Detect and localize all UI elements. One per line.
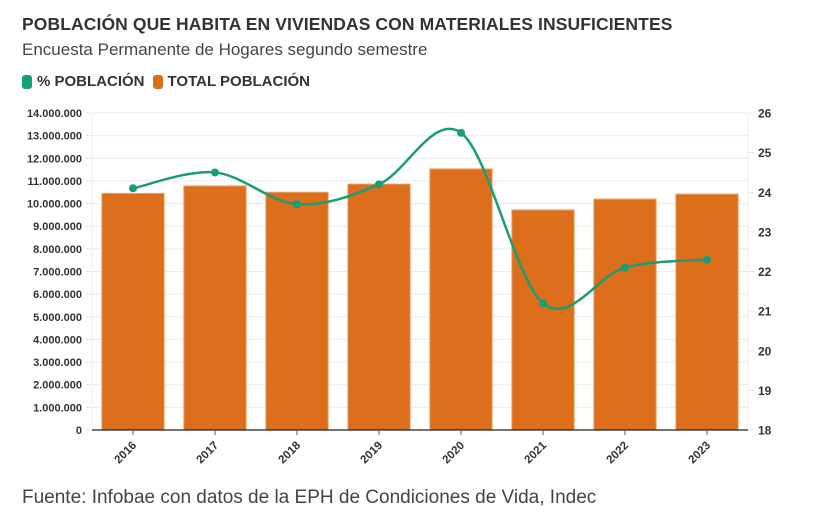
y-right-tick-label: 25 <box>758 146 772 160</box>
y-right-tick-label: 18 <box>758 424 772 438</box>
legend-label: % POBLACIÓN <box>37 73 145 90</box>
y-right-tick-label: 22 <box>758 265 772 279</box>
x-tick-label: 2019 <box>359 440 386 467</box>
bar-2016[interactable] <box>101 192 165 431</box>
y-left-tick-label: 10.000.000 <box>27 199 82 211</box>
source-note: Fuente: Infobae con datos de la EPH de C… <box>22 487 597 508</box>
chart-subtitle: Encuesta Permanente de Hogares segundo s… <box>22 40 428 59</box>
x-tick-label: 2017 <box>195 440 222 467</box>
bar-2020[interactable] <box>429 168 493 431</box>
x-tick-label: 2018 <box>277 439 304 466</box>
x-tick-label: 2022 <box>605 440 632 467</box>
y-left-tick-label: 11.000.000 <box>28 176 82 188</box>
point-2017[interactable] <box>211 168 219 177</box>
x-tick-label: 2016 <box>113 440 140 467</box>
bar-2019[interactable] <box>347 183 411 431</box>
x-axis: 2016 2017 2018 2019 2020 2021 2022 2023 <box>92 429 748 467</box>
bar-2023[interactable] <box>675 193 739 431</box>
bar-series <box>101 168 739 431</box>
point-2023[interactable] <box>703 255 711 264</box>
x-tick-label: 2023 <box>687 440 714 467</box>
bar-2018[interactable] <box>265 191 329 431</box>
y-right-tick-label: 26 <box>758 107 772 121</box>
point-2016[interactable] <box>129 184 137 193</box>
y-left-tick-label: 5.000.000 <box>33 312 82 324</box>
y-right-tick-label: 19 <box>758 384 772 398</box>
y-axis-right: 18 19 20 21 22 23 24 25 26 <box>749 107 772 438</box>
y-right-tick-label: 20 <box>758 344 772 358</box>
y-right-tick-label: 24 <box>758 186 772 200</box>
legend-swatch-pct <box>22 74 32 89</box>
y-left-tick-label: 1.000.000 <box>33 402 82 414</box>
y-right-tick-label: 21 <box>758 305 772 319</box>
chart-title: POBLACIÓN QUE HABITA EN VIVIENDAS CON MA… <box>22 14 673 34</box>
legend: % POBLACIÓN TOTAL POBLACIÓN <box>22 73 310 90</box>
line-pct-poblacion <box>132 127 708 311</box>
y-left-tick-label: 12.000.000 <box>27 153 82 165</box>
y-left-tick-label: 3.000.000 <box>33 357 82 369</box>
bar-2017[interactable] <box>183 185 247 431</box>
legend-item-pct-poblacion[interactable]: % POBLACIÓN <box>22 73 145 90</box>
legend-item-total-poblacion[interactable]: TOTAL POBLACIÓN <box>152 73 311 90</box>
point-2021[interactable] <box>539 299 547 308</box>
point-2022[interactable] <box>621 263 629 272</box>
y-left-tick-label: 8.000.000 <box>33 244 82 256</box>
y-left-tick-label: 9.000.000 <box>33 221 82 233</box>
y-left-tick-label: 14.000.000 <box>27 108 82 120</box>
legend-swatch-total <box>152 74 163 89</box>
x-tick-label: 2021 <box>523 439 550 466</box>
bar-2021[interactable] <box>511 209 575 431</box>
y-axis-left: 0 1.000.000 2.000.000 3.000.000 4.000.000 5.0… <box>27 108 91 437</box>
y-left-tick-label: 2.000.000 <box>33 380 82 392</box>
point-2019[interactable] <box>375 180 383 189</box>
x-tick-label: 2020 <box>441 440 468 467</box>
y-left-tick-label: 4.000.000 <box>33 334 82 346</box>
y-right-tick-label: 23 <box>758 225 772 239</box>
line-series <box>129 127 711 311</box>
point-2018[interactable] <box>293 200 301 209</box>
y-left-tick-label: 7.000.000 <box>33 267 82 279</box>
y-left-tick-label: 6.000.000 <box>33 289 82 301</box>
bar-2022[interactable] <box>593 198 657 431</box>
point-2020[interactable] <box>457 128 465 137</box>
y-left-tick-label: 13.000.000 <box>27 131 82 143</box>
legend-label: TOTAL POBLACIÓN <box>167 73 311 90</box>
y-left-tick-label: 0 <box>76 425 82 437</box>
